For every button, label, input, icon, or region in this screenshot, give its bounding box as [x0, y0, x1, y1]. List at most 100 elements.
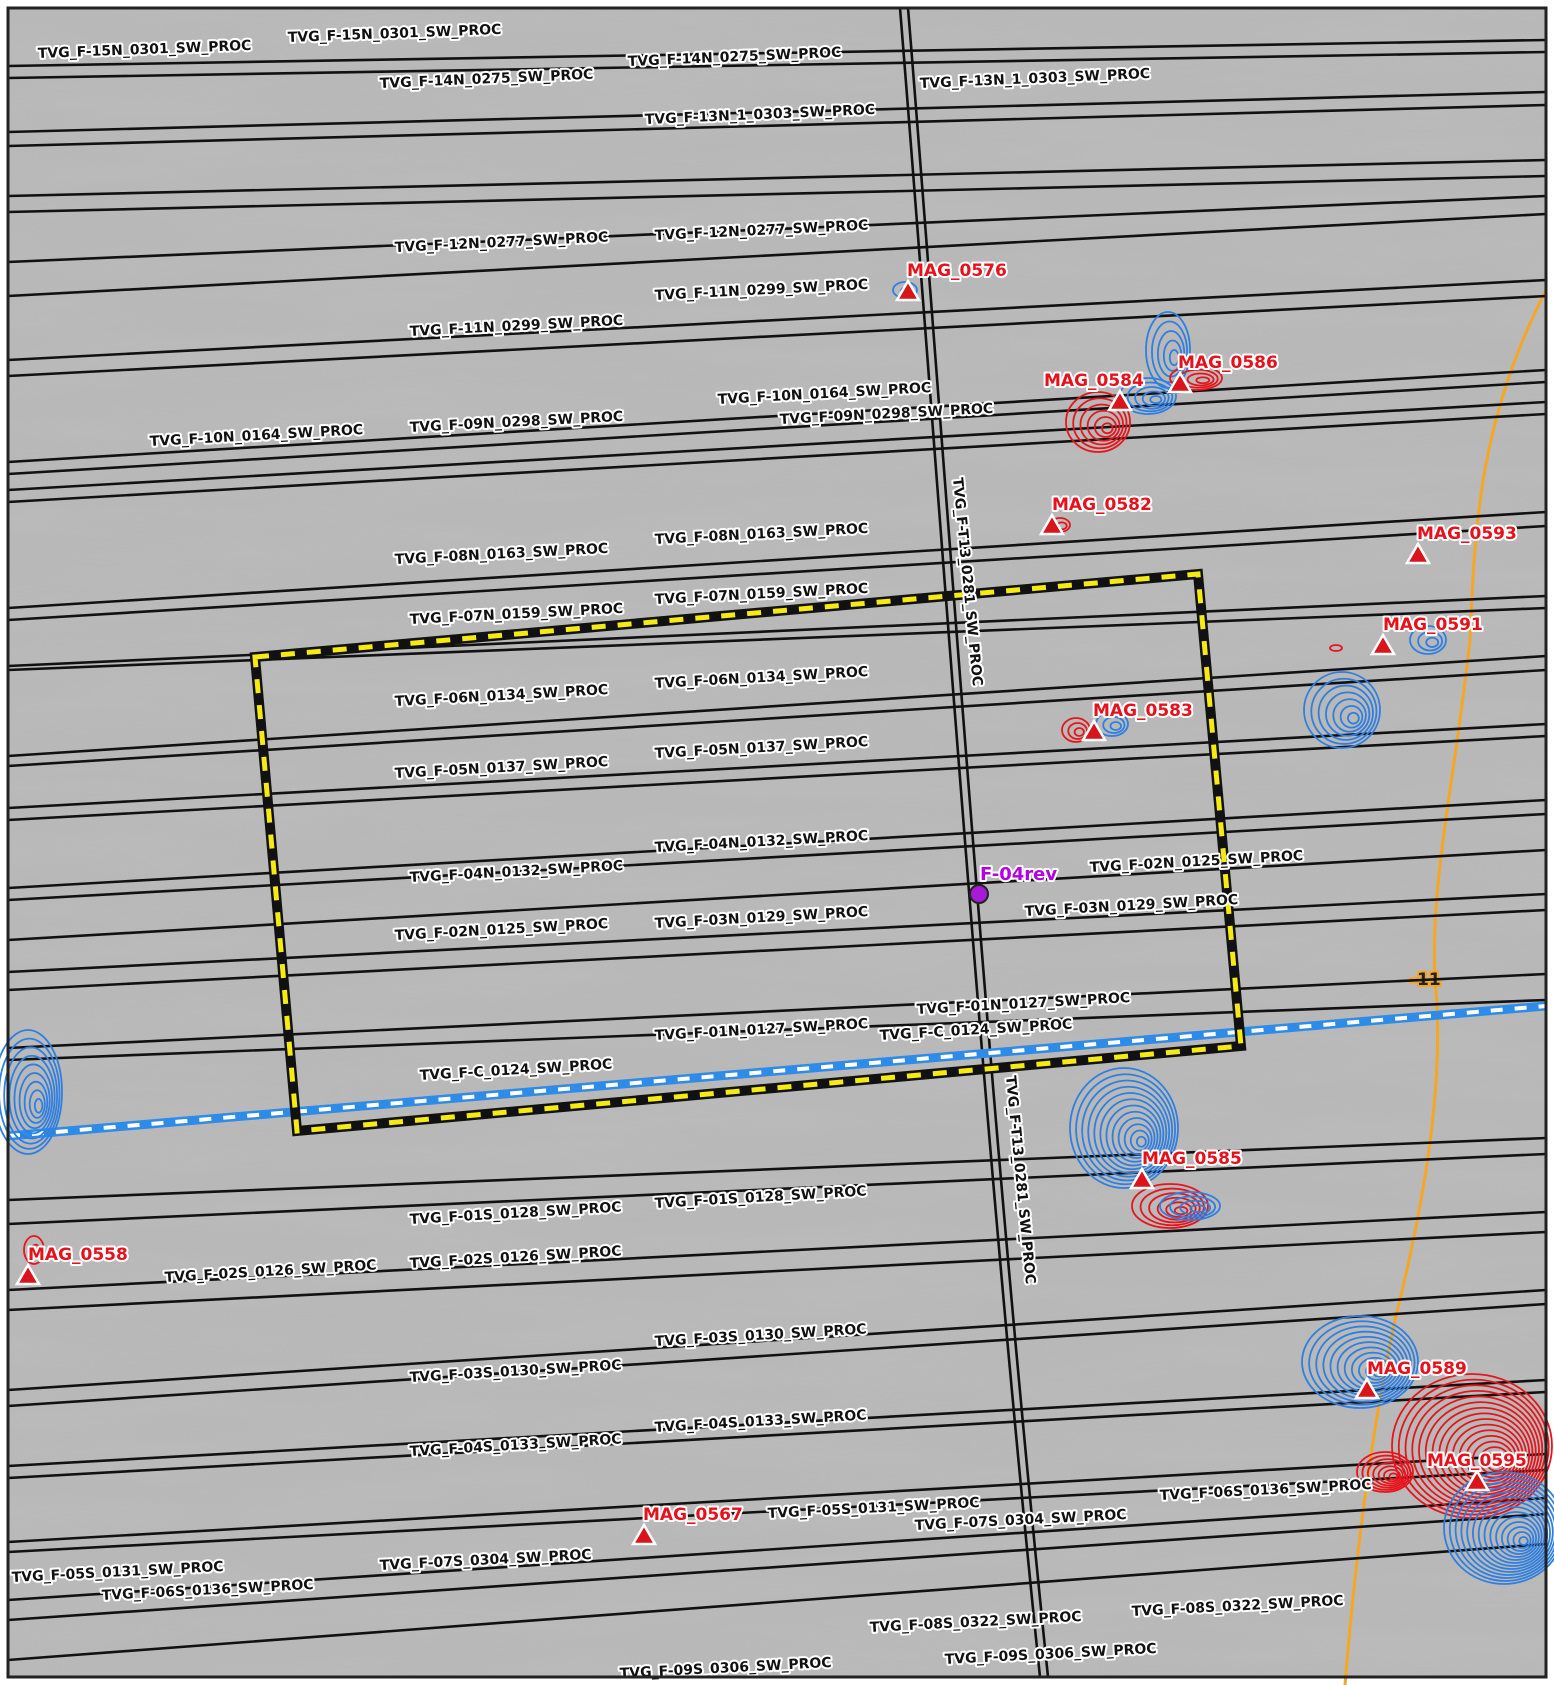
- target-triangle-icon[interactable]: [1106, 388, 1134, 412]
- anomaly-contour: [1093, 416, 1118, 438]
- anomaly-contour: [1417, 630, 1443, 652]
- survey-line-track: [7, 722, 1547, 810]
- anomaly-contour: [1425, 636, 1440, 648]
- mag-target-label: MAG_0591: [1383, 615, 1483, 635]
- survey-line-track: [7, 1152, 1547, 1226]
- anomaly-contour: [1126, 381, 1174, 413]
- anomaly-contour: [1391, 1373, 1553, 1519]
- survey-line-track: [7, 668, 1547, 768]
- anomaly-contour: [1347, 711, 1360, 725]
- target-triangle-icon[interactable]: [1369, 632, 1397, 656]
- anomaly-contour: [1123, 1123, 1153, 1156]
- magnetic-anomalies-layer: [0, 281, 1554, 1585]
- survey-line-track: [7, 1452, 1547, 1544]
- mag-target[interactable]: MAG_0567: [630, 1503, 745, 1546]
- survey-line-track: [7, 368, 1547, 464]
- map-border: [6, 6, 1548, 1679]
- survey-line-track: [7, 812, 1547, 902]
- anomaly-contour: [13, 1063, 54, 1135]
- anomaly-contour: [1518, 1536, 1529, 1546]
- survey-line-track: [7, 594, 1547, 668]
- target-triangle-icon[interactable]: [14, 1262, 42, 1286]
- target-triangle-icon[interactable]: [1038, 512, 1066, 536]
- survey-line-track: [7, 90, 1547, 134]
- mag-target[interactable]: MAG_0589: [1353, 1357, 1469, 1400]
- mag-target-label: MAG_0583: [1093, 701, 1193, 721]
- site-boundary: [249, 568, 1247, 1137]
- anomaly-contour: [1460, 1486, 1554, 1576]
- anomaly-contour: [1377, 1465, 1404, 1485]
- survey-line-track: [7, 654, 1547, 758]
- target-triangle-icon[interactable]: [894, 278, 922, 302]
- mag-target[interactable]: MAG_0558: [14, 1243, 130, 1286]
- anomaly-contour: [1492, 1457, 1505, 1469]
- target-triangle-icon[interactable]: [1404, 541, 1432, 565]
- anomaly-contour: [1388, 1472, 1399, 1481]
- anomaly-contour: [1075, 1073, 1176, 1186]
- anomaly-contour: [1065, 391, 1131, 453]
- anomaly-contour: [23, 1235, 45, 1265]
- mag-target-label: MAG_0584: [1044, 371, 1144, 391]
- anomaly-contour: [28, 1089, 46, 1119]
- anomaly-contour: [1489, 1511, 1543, 1561]
- anomaly-contour: [1424, 1401, 1537, 1503]
- mag-target[interactable]: MAG_0586: [1166, 351, 1280, 394]
- target-triangle-icon[interactable]: [1128, 1166, 1156, 1190]
- well-marker[interactable]: F-04rev: [969, 862, 1059, 904]
- sonar-mosaic: [8, 8, 1546, 1677]
- tie-line-track: [906, 7, 1050, 1678]
- anomaly-contour: [1072, 397, 1128, 450]
- anomaly-contour: [1383, 1468, 1401, 1483]
- mag-target-label: MAG_0558: [28, 1245, 128, 1265]
- survey-line-track: [7, 1390, 1547, 1480]
- anomaly-contour: [1317, 684, 1374, 741]
- mag-target[interactable]: MAG_0583: [1080, 699, 1195, 742]
- survey-line-track: [7, 734, 1547, 822]
- target-triangle-icon[interactable]: [1166, 370, 1194, 394]
- anomaly-contour: [1358, 1356, 1392, 1384]
- survey-line-track: [7, 972, 1547, 1050]
- anomaly-contour: [1131, 1183, 1209, 1229]
- survey-line-track: [7, 1468, 1547, 1554]
- anomaly-contour: [1134, 386, 1170, 410]
- target-triangle-icon[interactable]: [1353, 1376, 1381, 1400]
- mag-target[interactable]: MAG_0582: [1038, 493, 1154, 536]
- anomaly-contour: [1409, 625, 1447, 655]
- anomaly-contour: [1141, 390, 1166, 407]
- survey-line-track: [7, 998, 1547, 1062]
- mag-target-label: MAG_0595: [1427, 1451, 1527, 1471]
- mag-target[interactable]: MAG_0593: [1404, 522, 1519, 565]
- mag-target[interactable]: MAG_0584: [1042, 369, 1146, 412]
- mag-target[interactable]: MAG_0591: [1369, 613, 1485, 656]
- anomaly-contour: [1129, 1129, 1150, 1152]
- anomaly-contour: [1301, 1315, 1419, 1409]
- anomaly-contour: [1332, 698, 1367, 733]
- target-triangle-icon[interactable]: [630, 1522, 658, 1546]
- anomaly-contour: [1102, 716, 1126, 734]
- anomaly-contour: [1411, 1389, 1544, 1509]
- survey-line-track: [7, 1288, 1547, 1392]
- anomaly-contour: [1117, 1117, 1156, 1159]
- mag-target[interactable]: MAG_0585: [1128, 1147, 1244, 1190]
- target-triangle-icon[interactable]: [1463, 1468, 1491, 1492]
- survey-line-track: [7, 38, 1547, 68]
- target-triangle-icon[interactable]: [1080, 718, 1108, 742]
- anomaly-contour: [1325, 691, 1371, 737]
- mag-target-label: MAG_0585: [1142, 1149, 1242, 1169]
- survey-line-track: [7, 103, 1547, 148]
- survey-line-track: [7, 158, 1547, 198]
- mag-target-label: MAG_0567: [643, 1505, 743, 1525]
- anomaly-contour: [3, 1046, 58, 1145]
- mag-target[interactable]: MAG_0576: [894, 259, 1009, 302]
- anomaly-contour: [1431, 1406, 1534, 1499]
- anomaly-contour: [1168, 349, 1180, 367]
- well-point-icon[interactable]: [969, 884, 989, 904]
- anomaly-contour: [1500, 1521, 1538, 1555]
- mag-target[interactable]: MAG_0595: [1425, 1449, 1529, 1492]
- anomaly-contour: [1073, 727, 1085, 737]
- anomaly-contour: [1512, 1531, 1532, 1549]
- anomaly-contour: [1465, 1434, 1518, 1482]
- anomaly-contour: [1303, 671, 1381, 749]
- survey-line-track: [7, 848, 1547, 942]
- survey-line-track: [7, 1230, 1547, 1312]
